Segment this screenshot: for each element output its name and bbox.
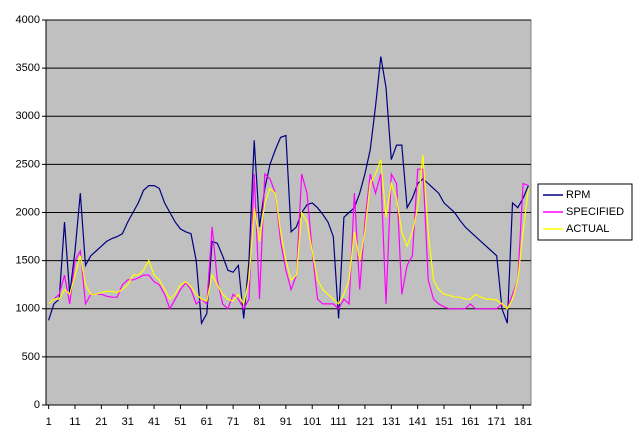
x-tick-label: 91 — [280, 416, 292, 428]
x-tick-label: 21 — [95, 416, 107, 428]
series-line — [48, 154, 529, 310]
y-tick-label: 0 — [34, 399, 40, 411]
x-tick-label: 131 — [382, 416, 400, 428]
legend-label: SPECIFIED — [566, 206, 624, 218]
x-tick-label: 181 — [514, 416, 532, 428]
x-tick-label: 161 — [461, 416, 479, 428]
x-tick-label: 121 — [356, 416, 374, 428]
y-tick-label: 1000 — [16, 303, 40, 315]
x-tick-label: 51 — [174, 416, 186, 428]
y-tick-label: 2000 — [16, 206, 40, 218]
y-tick-label: 500 — [22, 351, 40, 363]
x-tick-label: 151 — [435, 416, 453, 428]
y-tick-label: 3500 — [16, 62, 40, 74]
y-tick-label: 3000 — [16, 110, 40, 122]
x-tick-label: 101 — [303, 416, 321, 428]
y-tick-label: 1500 — [16, 255, 40, 267]
x-tick-label: 31 — [122, 416, 134, 428]
y-tick-label: 4000 — [16, 14, 40, 26]
legend-label: ACTUAL — [566, 223, 609, 235]
legend-label: RPM — [566, 189, 590, 201]
x-tick-label: 61 — [201, 416, 213, 428]
x-tick-label: 141 — [408, 416, 426, 428]
x-tick-label: 71 — [227, 416, 239, 428]
x-tick-label: 41 — [148, 416, 160, 428]
series-line — [48, 168, 529, 311]
x-tick-label: 11 — [69, 416, 80, 428]
series-line — [48, 56, 529, 326]
x-tick-label: 111 — [330, 416, 347, 428]
x-tick-label: 81 — [253, 416, 265, 428]
x-tick-label: 1 — [46, 416, 52, 428]
y-tick-label: 2500 — [16, 158, 40, 170]
x-tick-label: 171 — [488, 416, 506, 428]
